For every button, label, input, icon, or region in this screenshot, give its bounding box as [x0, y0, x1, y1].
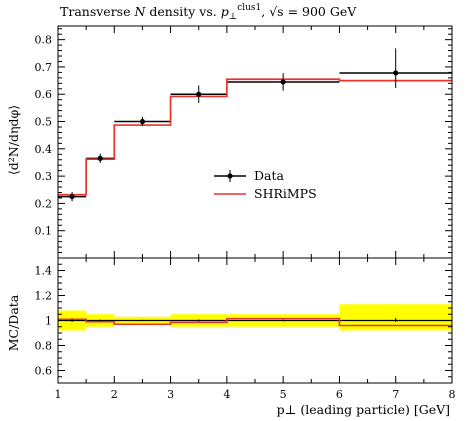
x-tick-label: 3: [167, 388, 174, 401]
y-tick-label: 0.1: [35, 225, 53, 238]
data-point: [139, 118, 146, 125]
x-tick-label: 4: [223, 388, 230, 401]
data-point: [393, 70, 399, 76]
ratio-y-tick-label: 1.2: [35, 290, 53, 303]
legend-label-data: Data: [254, 168, 284, 183]
x-tick-label: 8: [449, 388, 456, 401]
ratio-band-bin: [339, 304, 452, 331]
x-tick-label: 1: [55, 388, 62, 401]
y-tick-label: 0.4: [35, 143, 53, 156]
y-axis-label: ⟨d²N/dηdφ⟩: [6, 105, 21, 175]
y-tick-label: 0.2: [35, 197, 53, 210]
data-point: [97, 155, 103, 161]
data-point: [280, 79, 286, 85]
x-tick-label: 2: [111, 388, 118, 401]
y-tick-label: 0.3: [35, 170, 53, 183]
legend-item-data: Data: [214, 168, 284, 183]
x-tick-label: 6: [336, 388, 343, 401]
ratio-y-tick-label: 0.6: [35, 365, 53, 378]
x-tick-label: 7: [392, 388, 399, 401]
ratio-y-tick-label: 1.4: [35, 265, 53, 278]
ratio-series-line: [58, 317, 452, 327]
y-tick-label: 0.8: [35, 34, 53, 47]
legend-item-shrimps: SHRiMPS: [214, 186, 317, 201]
ratio-panel: 1 2 3 4 5 6 7 8 0.6 0.8 1 1.2 1.4: [35, 26, 456, 401]
ratio-y-axis-label: MC/Data: [6, 294, 21, 351]
y-tick-label: 0.6: [35, 88, 53, 101]
chart-title: Transverse N density vs. p⊥clus1, √s = 9…: [60, 3, 357, 22]
legend-label-shrimps: SHRiMPS: [254, 186, 317, 201]
data-point: [69, 193, 75, 200]
main-frame: [57, 25, 453, 259]
main-panel: 0.1 0.2 0.3 0.4 0.5 0.6 0.7 0.8: [35, 25, 453, 259]
y-tick-label: 0.5: [35, 116, 53, 129]
ratio-y-tick-label: 1: [45, 315, 52, 328]
series-line-shrimps: [58, 78, 452, 196]
x-tick-label: 5: [280, 388, 287, 401]
ratio-y-tick-label: 0.8: [35, 340, 53, 353]
legend: Data SHRiMPS: [214, 168, 317, 201]
y-tick-label: 0.7: [35, 61, 53, 74]
x-axis-label: p⊥ (leading particle) [GeV]: [277, 402, 450, 417]
data-point: [196, 91, 202, 97]
